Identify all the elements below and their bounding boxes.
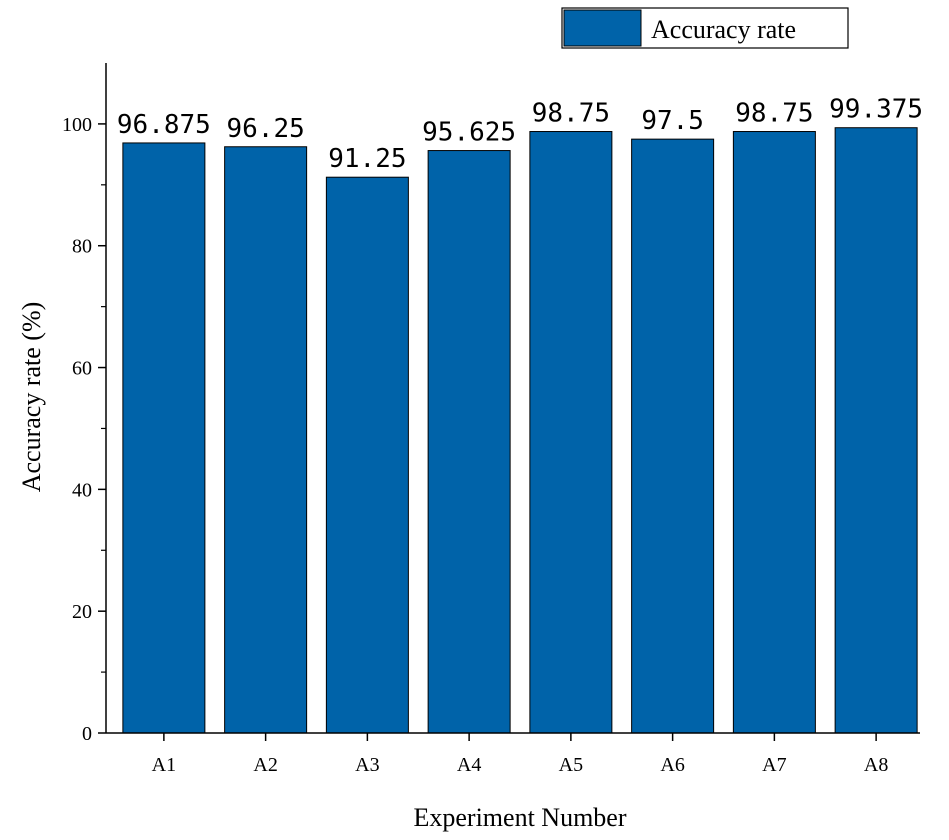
value-label-a3: 91.25: [328, 144, 406, 174]
y-tick-label-20: 20: [72, 601, 92, 623]
y-tick-label-0: 0: [82, 723, 92, 745]
x-tick-label-a6: A6: [660, 754, 684, 776]
value-label-a8: 99.375: [829, 95, 923, 125]
value-label-a6: 97.5: [641, 106, 704, 136]
bars-group: [122, 127, 918, 734]
value-label-a1: 96.875: [117, 110, 211, 140]
y-tick-label-60: 60: [72, 358, 92, 380]
value-labels-group: 96.875 96.25 91.25 95.625 98.75 97.5 98.75 99.3…: [117, 95, 923, 174]
y-axis-title: Accuracy rate (%): [17, 302, 46, 493]
bar-a5: [529, 131, 613, 734]
x-tick-label-a1: A1: [152, 754, 176, 776]
value-label-a4: 95.625: [422, 118, 516, 148]
x-tick-label-a7: A7: [762, 754, 786, 776]
x-tick-label-a2: A2: [253, 754, 277, 776]
bar-a7: [732, 131, 816, 734]
x-tick-label-a3: A3: [355, 754, 379, 776]
y-tick-label-100: 100: [62, 114, 92, 136]
x-tick-label-a4: A4: [457, 754, 481, 776]
y-axis: 0 20 40 60 80 100: [62, 63, 107, 745]
x-axis-title: Experiment Number: [414, 803, 627, 832]
bar-a3: [325, 176, 409, 734]
value-label-a7: 98.75: [735, 99, 813, 129]
bar-a2: [224, 146, 308, 734]
x-tick-label-a5: A5: [559, 754, 583, 776]
legend-swatch: [563, 9, 642, 47]
bar-a6: [631, 138, 715, 734]
legend-label: Accuracy rate: [651, 15, 796, 44]
y-tick-label-40: 40: [72, 479, 92, 501]
y-tick-label-80: 80: [72, 236, 92, 258]
x-axis: A1 A2 A3 A4 A5 A6 A7 A8: [106, 732, 920, 776]
value-label-a5: 98.75: [532, 99, 610, 129]
bar-a4: [427, 150, 511, 734]
legend: Accuracy rate: [561, 7, 849, 49]
value-label-a2: 96.25: [226, 114, 304, 144]
x-tick-label-a8: A8: [864, 754, 888, 776]
bar-a1: [122, 142, 206, 734]
bar-a8: [834, 127, 918, 734]
